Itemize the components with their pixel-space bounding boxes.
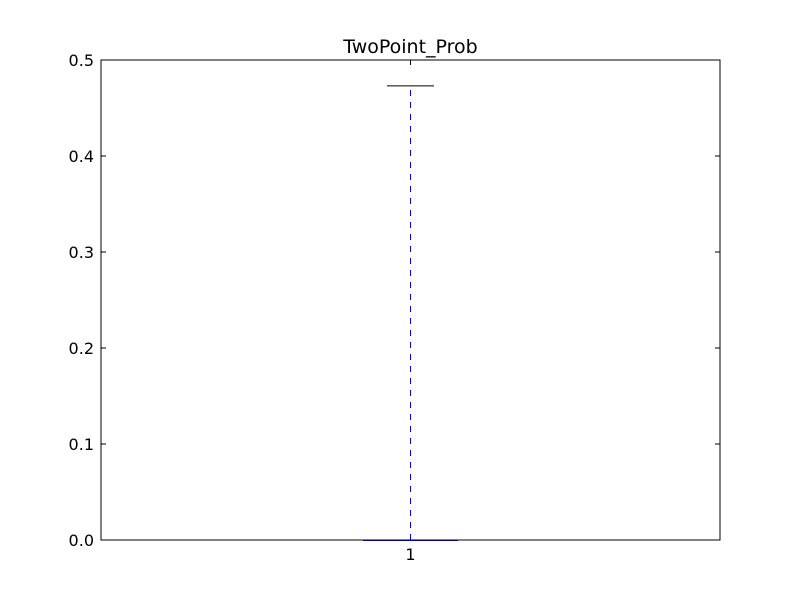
y-tick-label: 0.4 xyxy=(69,147,94,166)
y-tick-label: 0.2 xyxy=(69,339,94,358)
chart-title: TwoPoint_Prob xyxy=(342,36,478,58)
plot-area-border xyxy=(100,59,721,541)
y-tick-label: 0.3 xyxy=(69,243,94,262)
y-tick-label: 0.1 xyxy=(69,435,94,454)
y-tick-label: 0.0 xyxy=(69,531,94,550)
x-tick-label: 1 xyxy=(405,545,415,564)
y-tick-label: 0.5 xyxy=(69,51,94,70)
